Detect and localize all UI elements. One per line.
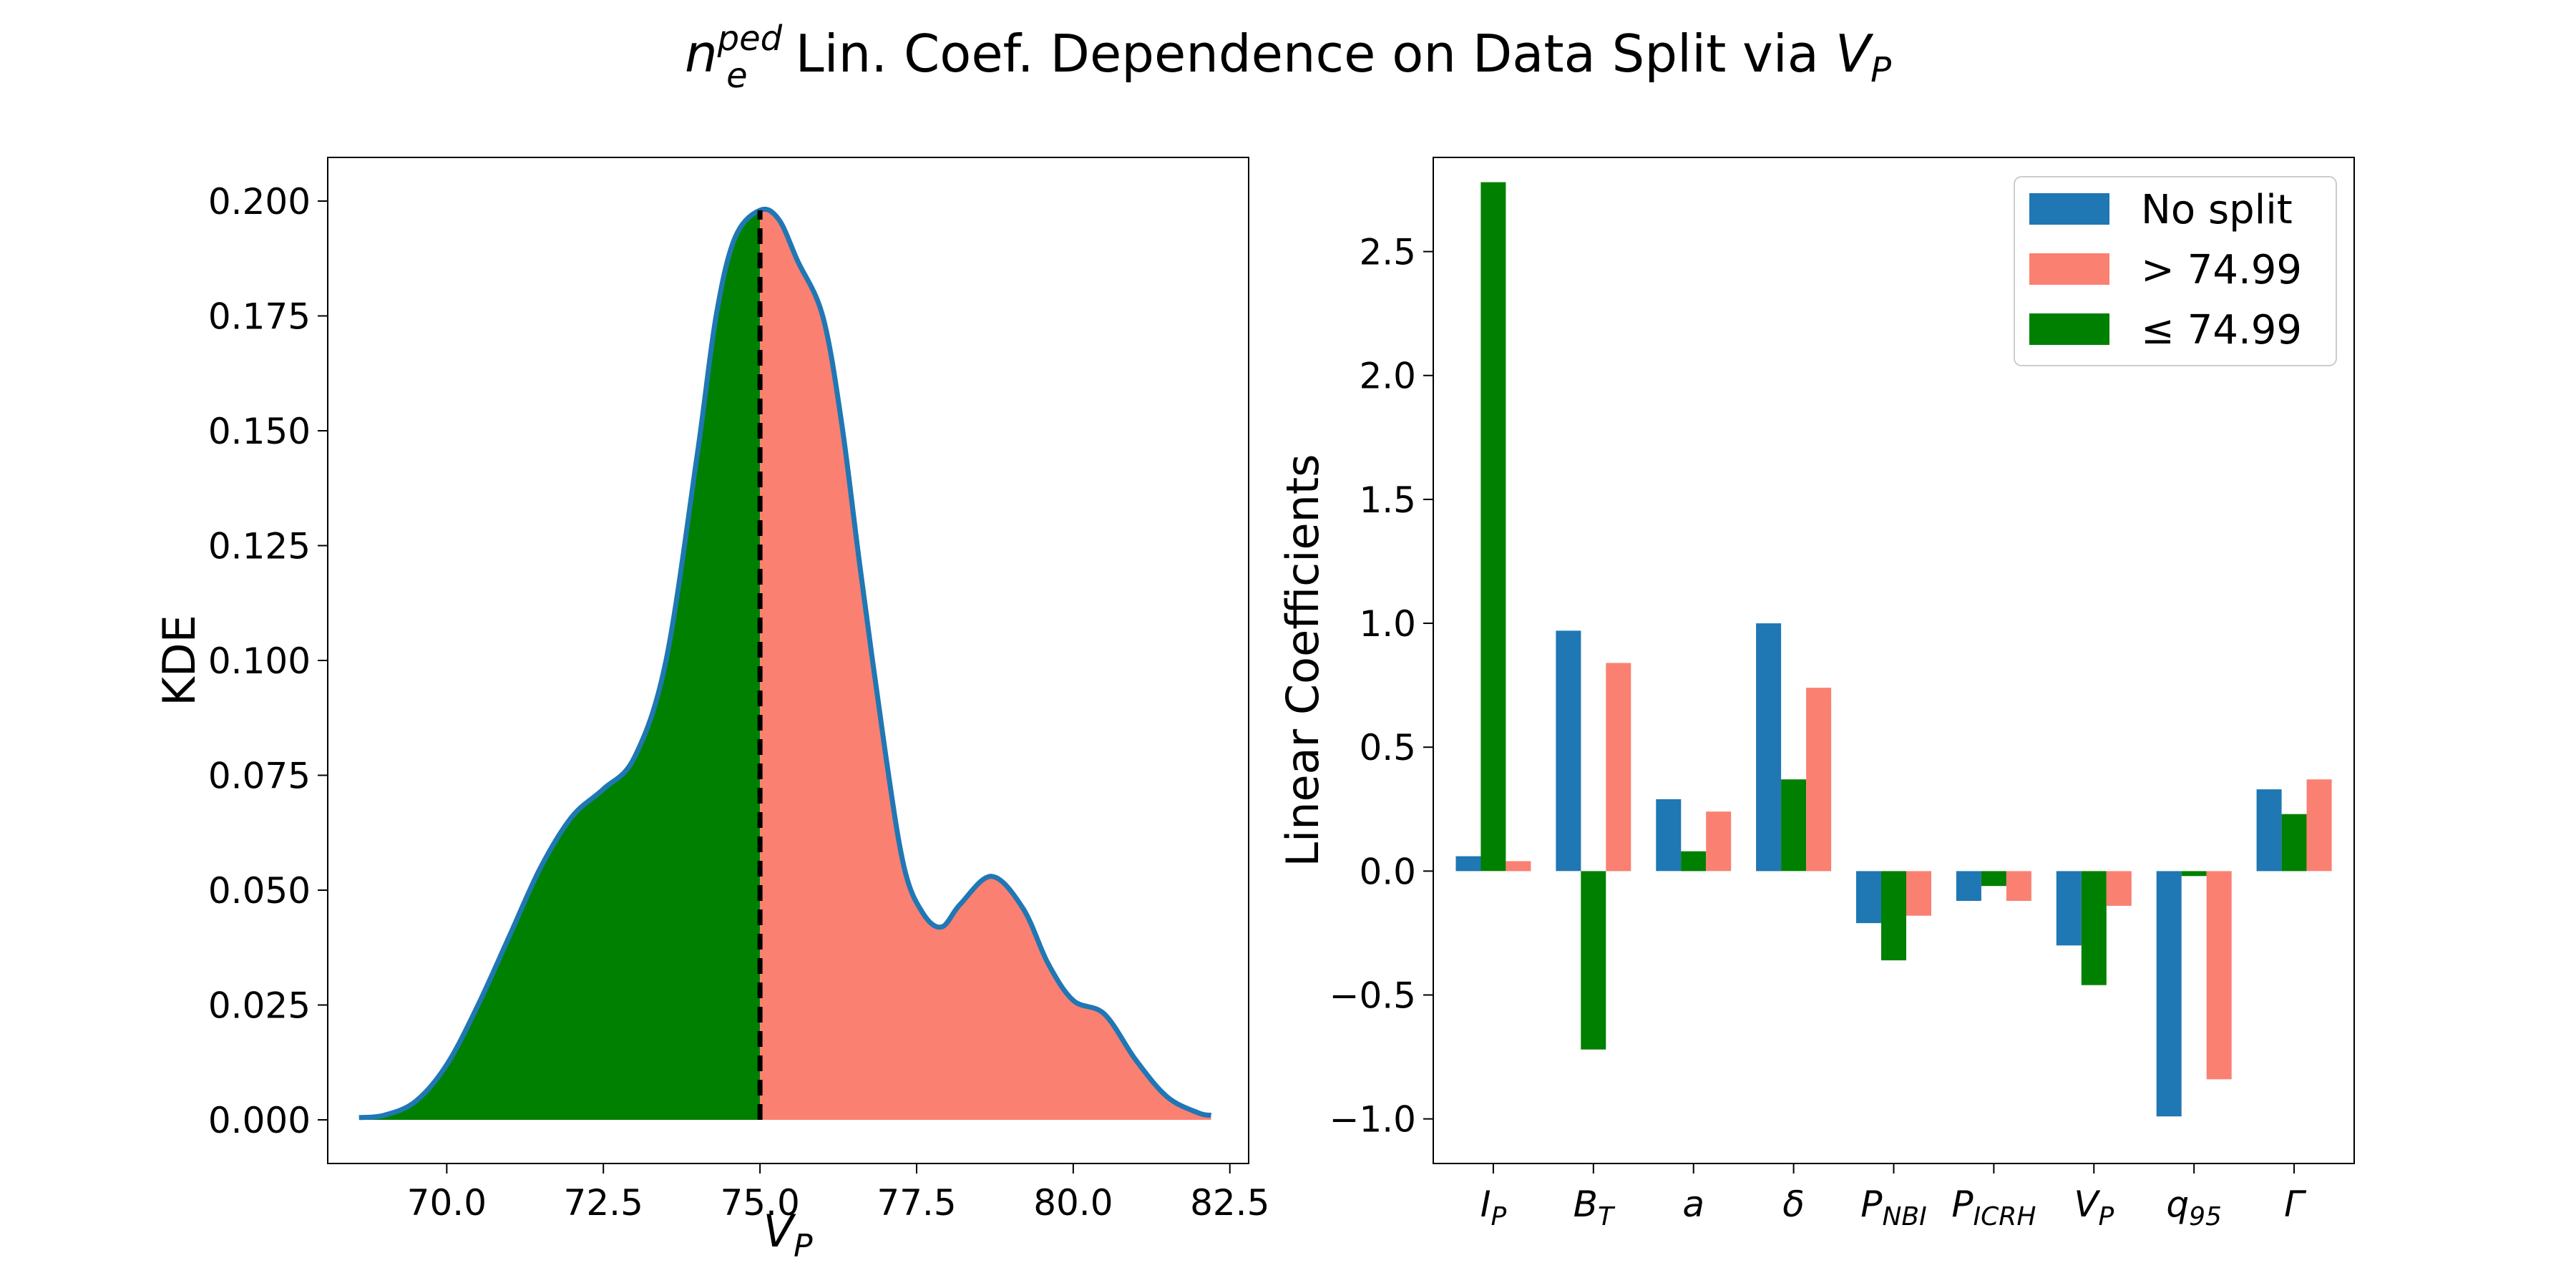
bar-x-ticks: IP BT a δ PNBI PICRH VP q95 Γ: [1480, 1163, 2307, 1231]
bar: [1606, 663, 1631, 872]
bar: [1681, 851, 1707, 872]
bar: [2081, 871, 2107, 985]
bar: [1455, 856, 1481, 872]
bar: [1480, 182, 1506, 872]
bar-x-tick-label: BT: [1574, 1184, 1616, 1231]
kde-y-tick-label: 0.200: [208, 181, 311, 223]
bar-y-tick-label: 0.5: [1359, 727, 1416, 769]
kde-x-tick-label: 72.5: [564, 1182, 643, 1224]
kde-y-tick-label: 0.025: [208, 985, 311, 1027]
bar: [2106, 871, 2132, 906]
bar-x-tick-label: PNBI: [1860, 1184, 1926, 1231]
bar-y-tick-label: 2.0: [1359, 356, 1416, 397]
bar-y-tick-label: −0.5: [1330, 975, 1416, 1017]
bar-y-tick-label: 1.5: [1359, 479, 1416, 521]
bar: [1956, 871, 1981, 901]
bar: [1856, 871, 1881, 924]
kde-left-region: [358, 210, 761, 1120]
kde-x-ticks: 70.0 72.5 75.0 77.5 80.0 82.5: [407, 1163, 1269, 1224]
bar: [1881, 871, 1906, 961]
bar: [1806, 688, 1832, 872]
kde-x-tick-label: 80.0: [1033, 1182, 1113, 1224]
coefficient-bar-chart: IP BT a δ PNBI PICRH VP q95 Γ −1.0 −0.5 0.0 0.5 1.0 1…: [1277, 157, 2355, 1231]
kde-left-fill: [358, 210, 761, 1120]
bar-y-tick-label: 2.5: [1359, 232, 1416, 273]
legend-label: > 74.99: [2141, 247, 2302, 293]
kde-right-region: [760, 209, 1211, 1120]
kde-x-axis-label: VP: [763, 1205, 813, 1264]
bar-x-tick-label: IP: [1480, 1184, 1507, 1231]
kde-y-tick-label: 0.000: [208, 1100, 311, 1141]
legend-swatch: [2029, 193, 2109, 225]
bar: [2006, 871, 2031, 901]
bar-x-tick-label: q95: [2166, 1184, 2222, 1231]
kde-y-axis-label: KDE: [153, 615, 205, 706]
bar: [2281, 814, 2307, 872]
kde-y-tick-label: 0.050: [208, 870, 311, 912]
bar: [2181, 871, 2207, 877]
bars: [1455, 182, 2332, 1117]
bar: [2206, 871, 2232, 1080]
legend-swatch: [2029, 253, 2109, 285]
bar: [1506, 861, 1531, 872]
title-rest: Lin. Coef. Dependence on Data Split via: [779, 24, 1835, 84]
kde-y-tick-label: 0.125: [208, 525, 311, 567]
kde-y-ticks: 0.000 0.025 0.050 0.075 0.100 0.125 0.150 0.175…: [208, 181, 328, 1141]
kde-y-tick-label: 0.150: [208, 411, 311, 452]
bar-y-tick-label: 1.0: [1359, 603, 1416, 645]
kde-x-tick-label: 75.0: [720, 1182, 799, 1224]
bar: [1581, 871, 1606, 1050]
bar: [1556, 630, 1581, 872]
bar: [1781, 779, 1807, 872]
kde-x-tick-label: 70.0: [407, 1182, 487, 1224]
title-n: n: [685, 24, 718, 84]
bar: [2306, 779, 2332, 872]
kde-y-tick-label: 0.175: [208, 296, 311, 337]
bar: [2256, 789, 2282, 872]
bar: [2056, 871, 2082, 946]
bar: [1981, 871, 2006, 887]
kde-right-fill: [760, 209, 1211, 1120]
figure-title: nped e Lin. Coef. Dependence on Data Spli…: [685, 19, 1891, 96]
bar: [1906, 871, 1931, 916]
bar-x-tick-label: VP: [2074, 1184, 2114, 1231]
kde-y-tick-label: 0.075: [208, 756, 311, 797]
legend-swatch: [2029, 313, 2109, 345]
kde-plot: 70.0 72.5 75.0 77.5 80.0 82.5 0.000 0.025 0.050…: [153, 157, 1269, 1264]
legend-label: ≤ 74.99: [2141, 307, 2302, 353]
bar: [2156, 871, 2182, 1117]
bar-y-axis-label: Linear Coefficients: [1277, 454, 1329, 867]
title-sup: ped: [717, 19, 783, 59]
title-var-sub: P: [1870, 50, 1891, 90]
bar-y-ticks: −1.0 −0.5 0.0 0.5 1.0 1.5 2.0 2.5: [1330, 232, 1433, 1141]
bar-x-tick-label: a: [1682, 1184, 1704, 1225]
bar-x-tick-label: δ: [1782, 1184, 1805, 1225]
kde-line: [358, 206, 1212, 1121]
kde-x-tick-label: 82.5: [1190, 1182, 1269, 1224]
bar: [1706, 811, 1732, 872]
kde-y-tick-label: 0.100: [208, 640, 311, 682]
bar: [1756, 623, 1782, 872]
legend: No split > 74.99 ≤ 74.99: [2014, 176, 2337, 366]
bar-y-tick-label: 0.0: [1359, 851, 1416, 892]
kde-x-tick-label: 77.5: [877, 1182, 956, 1224]
bar-x-tick-label: PICRH: [1951, 1184, 2036, 1231]
legend-label: No split: [2141, 187, 2293, 233]
title-var: V: [1835, 24, 1874, 84]
bar-x-tick-label: Γ: [2284, 1184, 2307, 1225]
bar-y-tick-label: −1.0: [1330, 1099, 1416, 1141]
title-sub: e: [726, 56, 748, 96]
bar: [1656, 799, 1682, 872]
